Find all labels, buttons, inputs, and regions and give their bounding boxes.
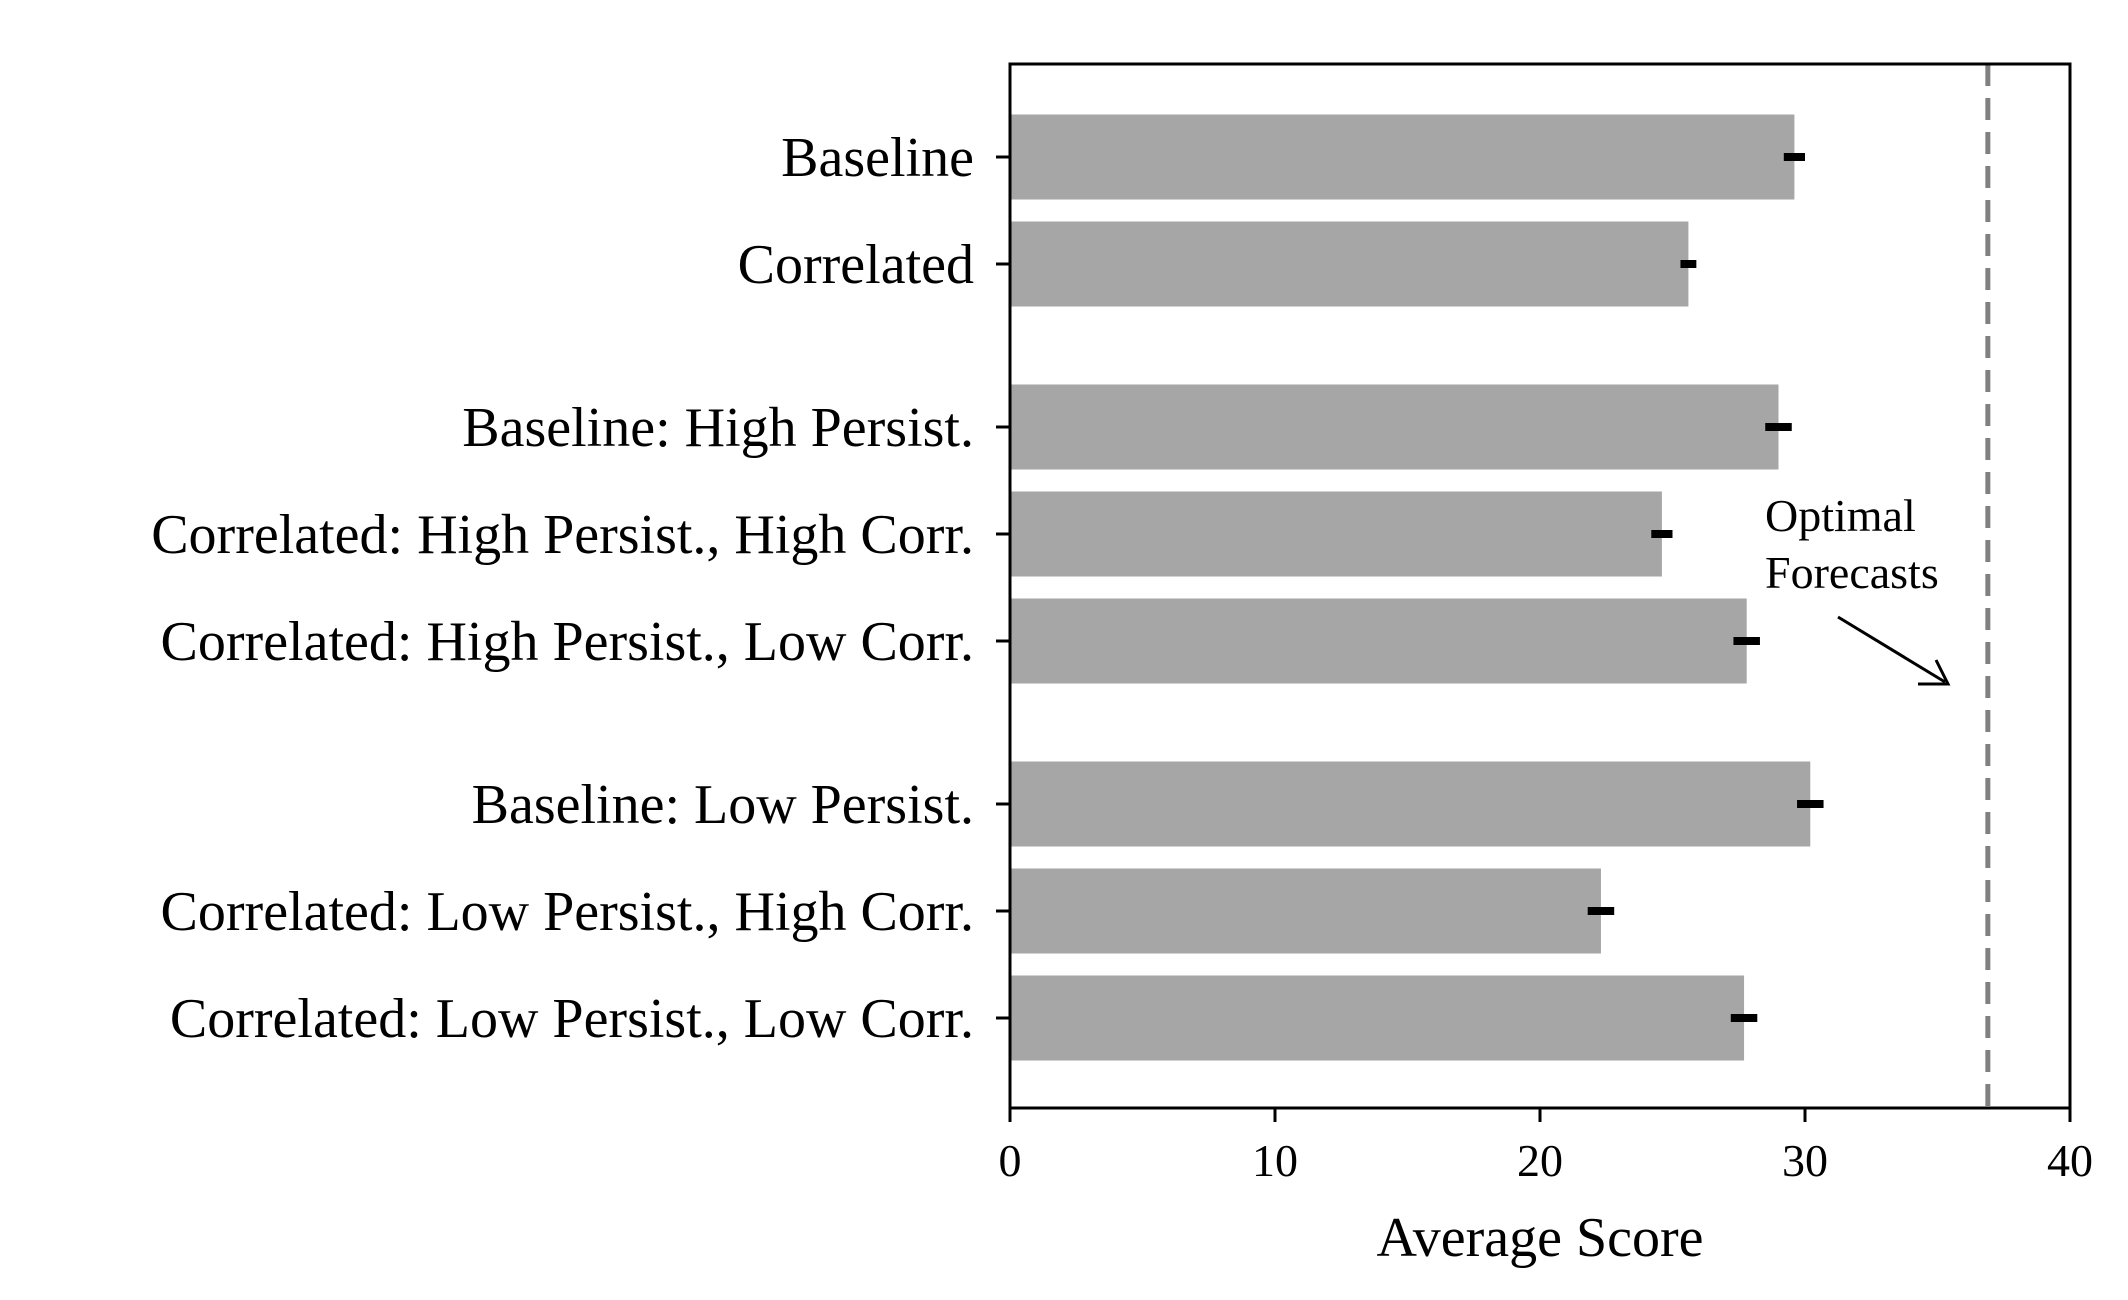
y-tick-label: Baseline: Low Persist. (472, 774, 974, 836)
y-tick-label: Correlated: Low Persist., High Corr. (161, 881, 974, 943)
bar (1010, 868, 1601, 954)
y-ticks-layer: Baseline Correlated Baseline: High Persist… (151, 127, 1010, 1050)
x-ticks-layer: 0 10 20 30 40 (999, 1108, 2093, 1186)
x-tick-label: 20 (1517, 1135, 1563, 1186)
bar (1010, 761, 1811, 847)
x-tick-label: 10 (1252, 1135, 1298, 1186)
x-tick-label: 30 (1782, 1135, 1828, 1186)
bar (1010, 384, 1779, 470)
y-tick-label: Correlated: High Persist., Low Corr. (161, 611, 974, 673)
annotation-arrow-shaft (1837, 615, 1946, 684)
bar (1010, 221, 1689, 307)
bar (1010, 975, 1745, 1061)
bar (1010, 598, 1747, 684)
annotation-arrow-head-icon (1918, 659, 1951, 686)
optimal-forecasts-annotation: Optimal (1765, 490, 1916, 541)
x-axis-title: Average Score (1376, 1207, 1703, 1269)
y-tick-label: Correlated (738, 234, 974, 296)
x-tick-label: 0 (999, 1135, 1022, 1186)
x-tick-label: 40 (2047, 1135, 2093, 1186)
y-tick-label: Baseline: High Persist. (462, 397, 974, 459)
bar (1010, 491, 1662, 577)
y-tick-label: Correlated: Low Persist., Low Corr. (170, 988, 974, 1050)
bar (1010, 114, 1795, 200)
annotation-layer: Optimal Forecasts (1765, 490, 1951, 686)
bars-layer (1010, 114, 1811, 1061)
y-tick-label: Baseline (781, 127, 974, 189)
y-tick-label: Correlated: High Persist., High Corr. (151, 504, 974, 566)
error-bars-layer (1587, 153, 1824, 1022)
optimal-forecasts-annotation: Forecasts (1765, 547, 1939, 598)
